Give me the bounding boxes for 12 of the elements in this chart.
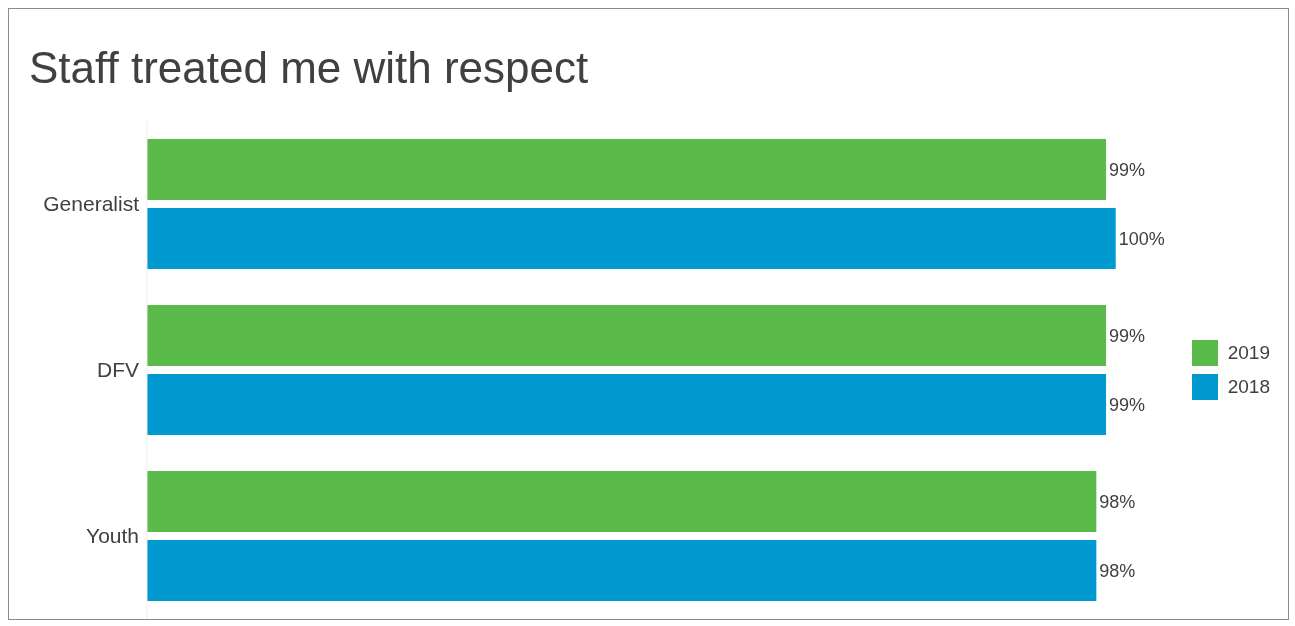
data-label: 99% [1109, 394, 1146, 415]
y-tick-label: Generalist [43, 192, 140, 216]
chart-title: Staff treated me with respect [29, 43, 589, 93]
data-label: 98% [1099, 560, 1136, 581]
data-label: 99% [1109, 325, 1146, 346]
data-label: 99% [1109, 159, 1146, 180]
data-label: 98% [1099, 491, 1136, 512]
y-tick-label: DFV [97, 358, 139, 382]
data-label: 100% [1118, 228, 1165, 249]
legend-label: 2018 [1227, 376, 1270, 398]
legend-label: 2019 [1227, 342, 1270, 364]
y-tick-label: Youth [86, 524, 139, 548]
